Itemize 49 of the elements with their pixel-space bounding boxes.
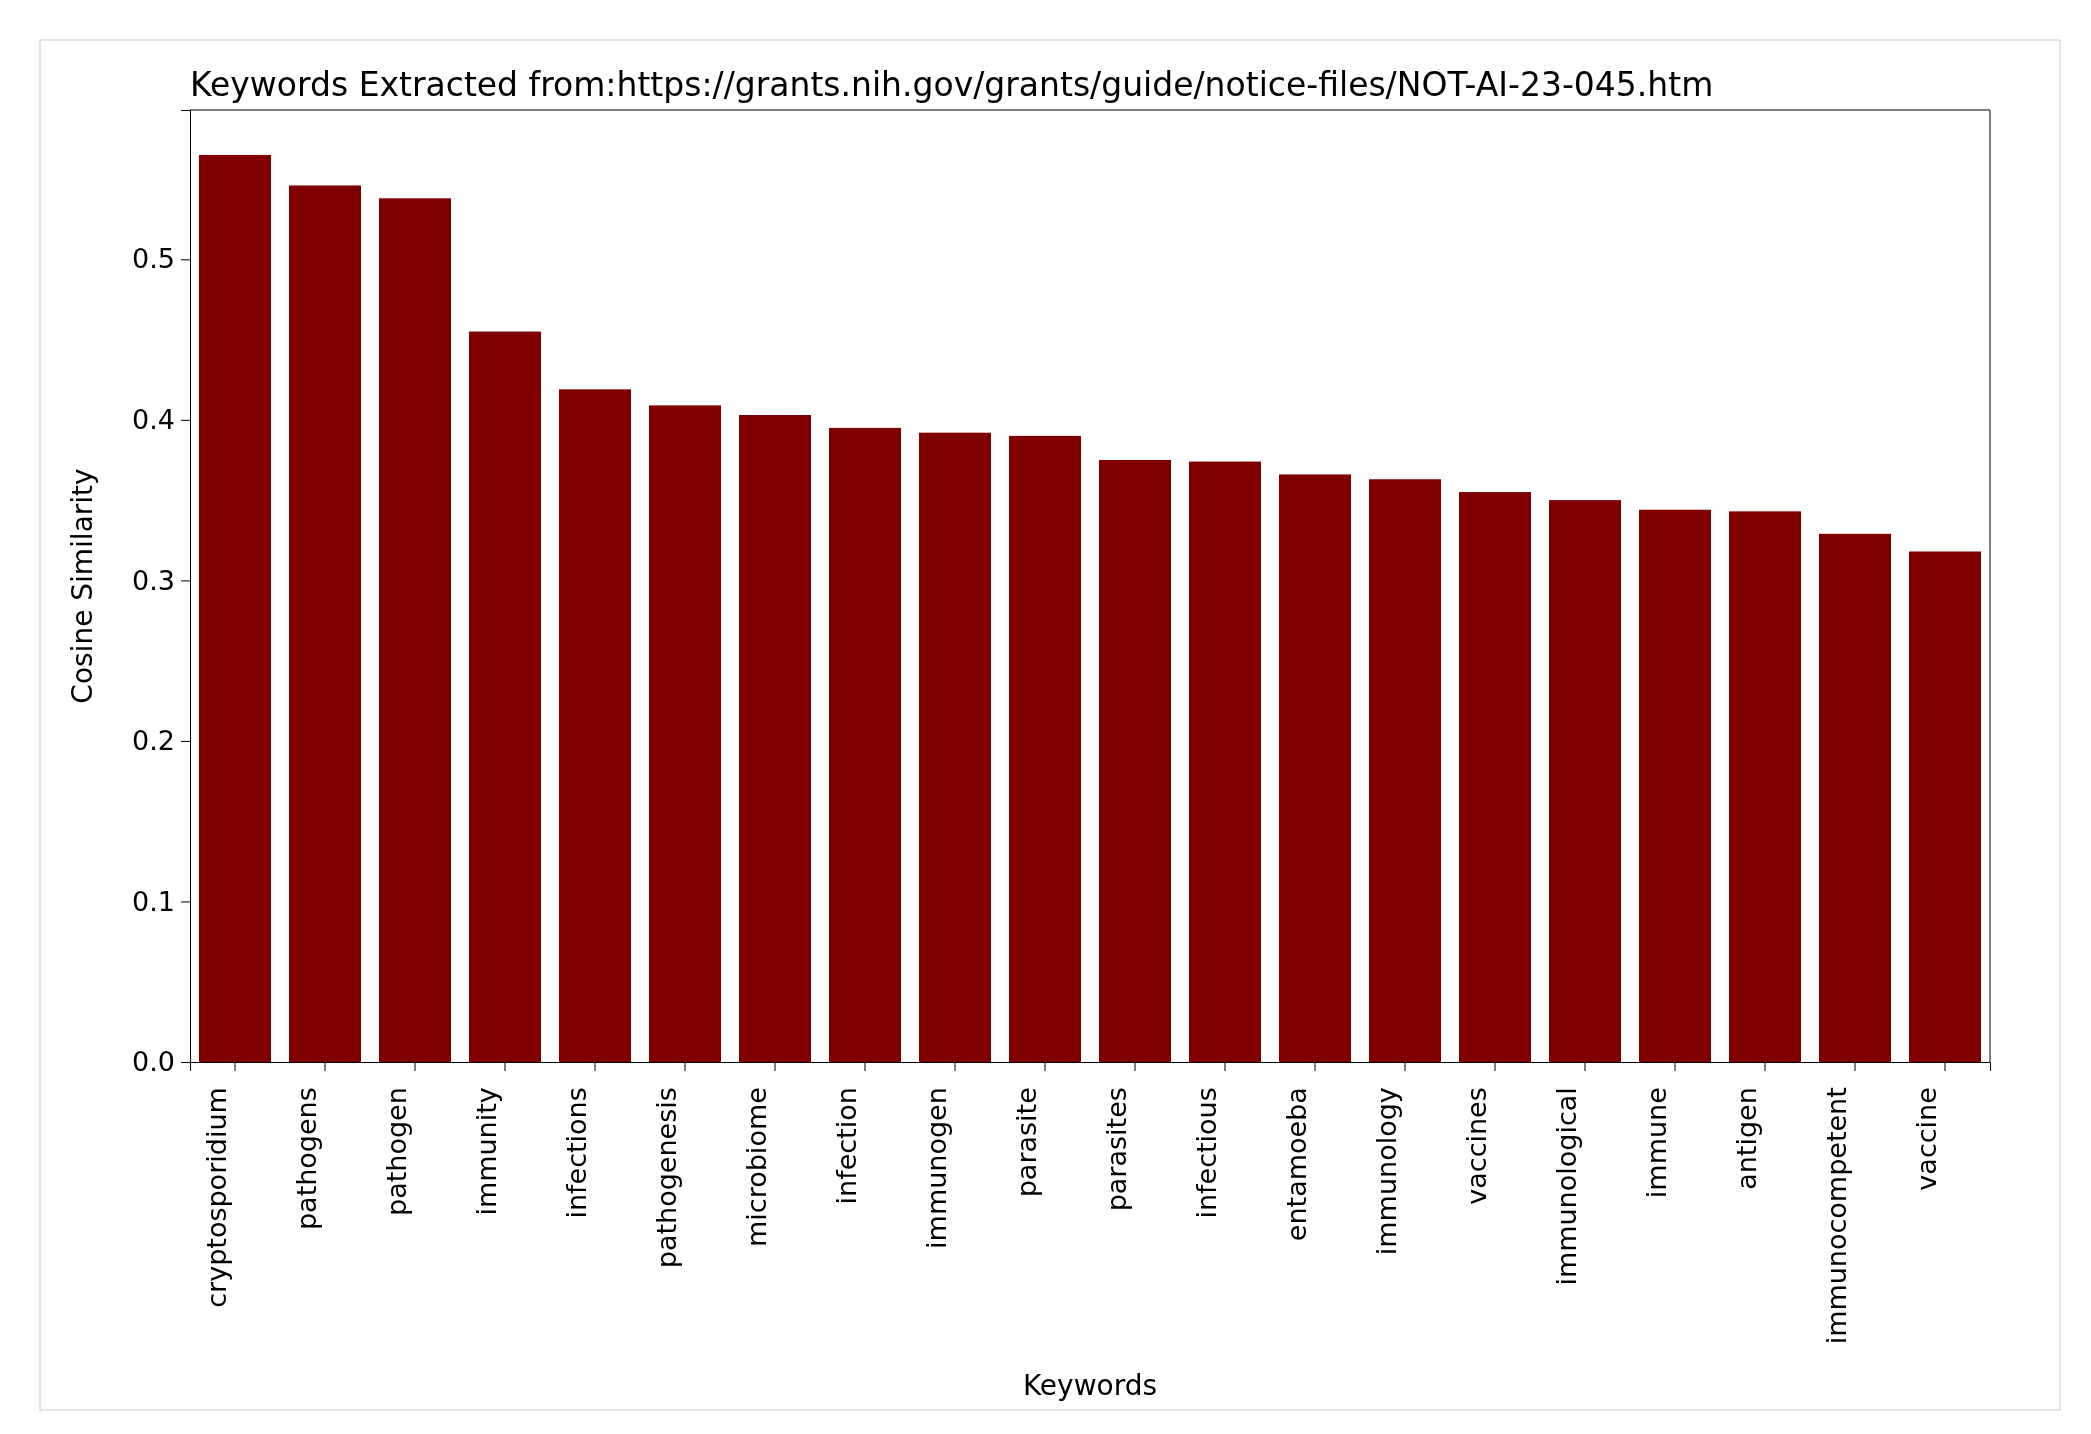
x-tick-label: parasite <box>1010 1087 1042 1198</box>
x-tick-label: vaccines <box>1460 1087 1492 1205</box>
bar <box>919 432 991 1062</box>
bar <box>1279 474 1351 1062</box>
x-tick-label: vaccine <box>1910 1087 1942 1191</box>
y-tick-label: 0.3 <box>132 564 175 596</box>
bar <box>1909 551 1981 1062</box>
bar <box>289 185 361 1062</box>
bar <box>1099 459 1171 1062</box>
x-tick-label: infectious <box>1190 1087 1222 1219</box>
x-tick-label: microbiome <box>740 1087 772 1247</box>
bar <box>739 415 811 1062</box>
x-tick-label: immunological <box>1550 1087 1582 1286</box>
bar <box>649 405 721 1062</box>
x-tick-label: cryptosporidium <box>200 1087 232 1308</box>
bar <box>829 427 901 1062</box>
bar <box>1369 479 1441 1062</box>
x-tick-label: entamoeba <box>1280 1087 1312 1242</box>
bar <box>1459 492 1531 1062</box>
bar <box>1549 500 1621 1062</box>
y-tick-label: 0.2 <box>132 725 175 757</box>
y-tick-label: 0.1 <box>132 885 175 917</box>
bar <box>199 154 271 1062</box>
bar <box>559 389 631 1062</box>
x-tick-label: immunogen <box>920 1087 952 1249</box>
x-tick-label: infection <box>830 1087 862 1205</box>
bar <box>1189 461 1261 1062</box>
x-tick-label: immunity <box>470 1087 502 1216</box>
bar <box>379 198 451 1062</box>
x-tick-label: infections <box>560 1087 592 1219</box>
x-tick-label: pathogens <box>290 1087 322 1231</box>
bar <box>469 331 541 1062</box>
chart-title: Keywords Extracted from:https://grants.nih.gov/grants/guide/notice-files/NOT-AI-23-045.htm <box>190 65 1714 104</box>
bar <box>1639 509 1711 1062</box>
x-axis-title: Keywords <box>1022 1369 1158 1402</box>
y-axis-title: Cosine Similarity <box>66 468 99 704</box>
y-tick-label: 0.5 <box>132 243 175 275</box>
y-tick-label: 0.4 <box>132 403 175 435</box>
bar <box>1729 511 1801 1062</box>
x-tick-label: immunology <box>1370 1087 1402 1256</box>
x-tick-label: pathogenesis <box>650 1087 682 1269</box>
y-tick-label: 0.0 <box>132 1046 175 1078</box>
x-tick-label: pathogen <box>380 1087 412 1216</box>
x-tick-label: parasites <box>1100 1087 1132 1212</box>
x-tick-label: immunocompetent <box>1820 1087 1852 1345</box>
bar <box>1819 533 1891 1062</box>
bar <box>1009 435 1081 1062</box>
x-tick-label: immune <box>1640 1087 1672 1199</box>
x-tick-label: antigen <box>1730 1087 1762 1190</box>
